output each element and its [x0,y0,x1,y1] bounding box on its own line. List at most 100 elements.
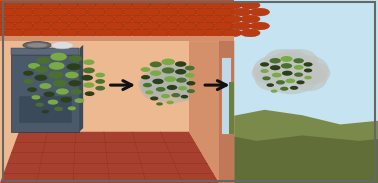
Ellipse shape [252,63,282,84]
Circle shape [281,63,292,69]
Circle shape [260,69,269,73]
Bar [19,96,72,123]
Bar [0,36,234,41]
Polygon shape [79,45,83,132]
Ellipse shape [41,1,60,9]
Polygon shape [219,41,234,183]
Ellipse shape [232,8,251,16]
Ellipse shape [27,43,47,47]
Ellipse shape [222,29,242,37]
Circle shape [290,86,298,90]
Ellipse shape [250,22,270,30]
Circle shape [304,68,312,72]
Ellipse shape [23,42,51,49]
Circle shape [276,80,285,85]
Circle shape [39,83,51,89]
Ellipse shape [141,8,161,16]
Circle shape [34,75,47,81]
Circle shape [36,57,51,64]
Circle shape [83,82,94,88]
Circle shape [95,79,105,84]
Circle shape [260,62,269,67]
Ellipse shape [168,1,187,9]
Ellipse shape [87,22,106,30]
Circle shape [150,70,161,76]
Circle shape [156,87,166,92]
Circle shape [161,94,170,98]
Ellipse shape [186,15,206,23]
Bar [11,55,79,132]
Ellipse shape [159,22,179,30]
Ellipse shape [77,29,97,37]
Circle shape [280,87,288,91]
Circle shape [31,95,40,100]
Circle shape [28,63,40,69]
Ellipse shape [261,52,321,94]
Ellipse shape [59,15,79,23]
Bar [144,0,378,183]
Ellipse shape [95,1,115,9]
Ellipse shape [141,79,172,101]
Circle shape [161,59,175,65]
Polygon shape [189,41,234,183]
Ellipse shape [105,8,124,16]
Circle shape [164,76,176,82]
Ellipse shape [253,55,296,85]
Ellipse shape [95,15,115,23]
Ellipse shape [141,22,161,30]
Ellipse shape [222,15,242,23]
Ellipse shape [113,15,133,23]
Ellipse shape [32,22,52,30]
Ellipse shape [23,15,42,23]
Circle shape [48,100,58,105]
Ellipse shape [123,8,143,16]
Ellipse shape [77,15,97,23]
Ellipse shape [0,1,6,9]
Ellipse shape [287,55,329,85]
Ellipse shape [5,15,24,23]
Ellipse shape [168,29,187,37]
Circle shape [294,65,304,70]
Circle shape [83,59,94,65]
Ellipse shape [274,49,308,72]
Circle shape [50,53,67,61]
Circle shape [271,89,277,93]
Circle shape [304,76,312,79]
Ellipse shape [168,70,204,95]
Polygon shape [229,82,234,134]
Circle shape [185,66,195,70]
Ellipse shape [204,1,224,9]
Ellipse shape [214,22,233,30]
Ellipse shape [32,8,52,16]
Circle shape [175,61,186,67]
Circle shape [141,75,150,79]
Circle shape [176,78,187,83]
Circle shape [71,89,82,95]
Ellipse shape [87,8,106,16]
Circle shape [152,79,164,84]
Ellipse shape [113,1,133,9]
Ellipse shape [123,22,143,30]
Ellipse shape [250,8,270,16]
Ellipse shape [149,64,180,86]
Ellipse shape [51,42,73,49]
Circle shape [68,106,76,110]
Circle shape [162,67,175,74]
Ellipse shape [68,22,88,30]
Ellipse shape [95,29,115,37]
Ellipse shape [150,15,169,23]
Circle shape [81,75,93,81]
Circle shape [185,73,195,78]
Ellipse shape [41,15,60,23]
Circle shape [95,86,105,91]
Circle shape [27,87,37,92]
Ellipse shape [59,1,79,9]
Circle shape [150,61,162,67]
Circle shape [36,103,44,107]
Ellipse shape [240,1,260,9]
Circle shape [43,92,55,97]
Ellipse shape [204,29,224,37]
Circle shape [60,97,72,102]
Ellipse shape [23,1,42,9]
Circle shape [65,72,79,78]
